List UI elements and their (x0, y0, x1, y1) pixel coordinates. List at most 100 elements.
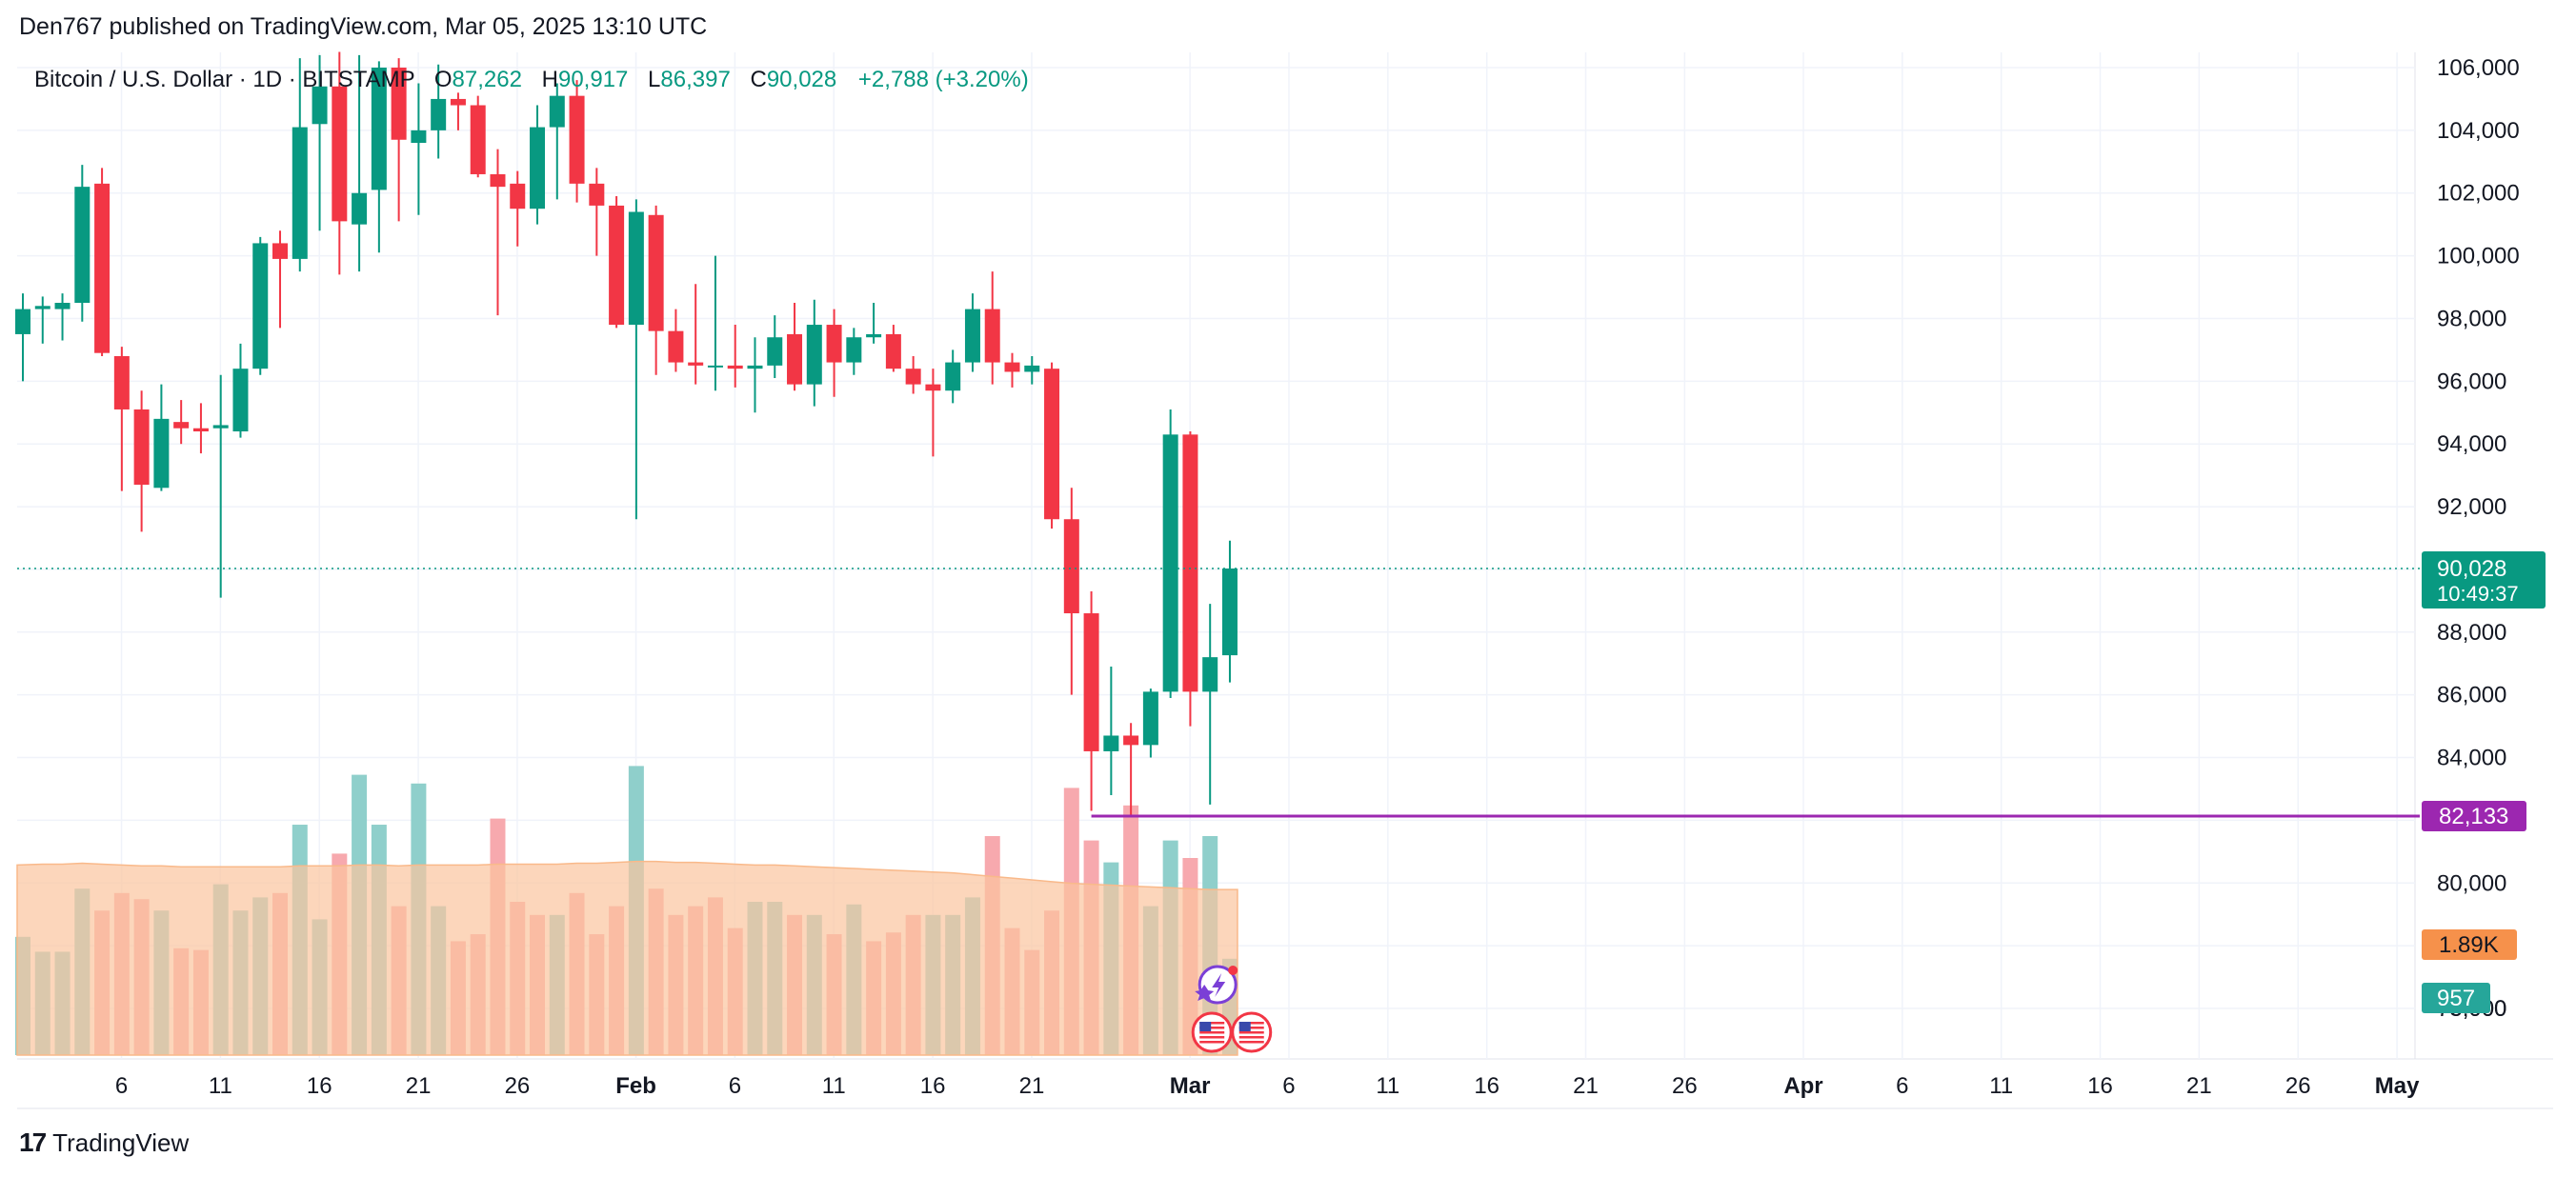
candle-body-up (411, 130, 427, 144)
candle-body-up (549, 95, 565, 128)
candle-body-up (153, 418, 170, 489)
time-tick-label: 11 (822, 1073, 846, 1099)
time-tick-label: 6 (1282, 1073, 1295, 1099)
flag-stripe (1238, 1022, 1264, 1025)
bolt-glyph-icon (1212, 973, 1226, 997)
volume-last-badge (2422, 983, 2490, 1013)
chart-overlays (17, 568, 2420, 818)
candle-body-up (54, 303, 70, 309)
brand-name: TradingView (52, 1127, 190, 1157)
candle-body-down (470, 105, 486, 174)
tradingview-brand[interactable]: 17 TradingView (19, 1127, 189, 1158)
candle-body-down (688, 362, 704, 366)
flag-canton (1199, 1022, 1212, 1031)
flag-stripe (1238, 1036, 1264, 1039)
price-axis: 106,000 104,000 102,000 100,000 98,000 96,000… (2422, 55, 2546, 1022)
candle-body-down (133, 409, 150, 486)
candle-body-up (34, 306, 50, 309)
volume-pane (15, 766, 1238, 1056)
symbol-title[interactable]: Bitcoin / U.S. Dollar · 1D · BITSTAMP (34, 67, 415, 92)
bar-countdown: 10:49:37 (2437, 582, 2519, 606)
high-label: H (541, 67, 558, 92)
candle-body-down (787, 333, 803, 385)
candle-body-down (668, 330, 684, 363)
candle-body-down (569, 95, 585, 184)
price-tick-label: 96,000 (2437, 369, 2506, 394)
close-value: 90,028 (766, 67, 837, 92)
candle-body-up (1202, 657, 1218, 692)
candle-body-down (192, 428, 209, 432)
price-tick-label: 98,000 (2437, 306, 2506, 331)
flag-stripe (1238, 1027, 1264, 1029)
candle-body-down (609, 205, 625, 326)
us-flag-event-icon[interactable] (1231, 1011, 1273, 1053)
time-tick-label: 11 (209, 1073, 232, 1099)
volume-last-value: 957 (2437, 986, 2475, 1011)
volume-ma-badge (2422, 929, 2517, 960)
candle-body-down (1063, 519, 1079, 614)
flag-canton (1238, 1022, 1251, 1031)
price-tick-label: 80,000 (2437, 870, 2506, 896)
time-tick-label: Mar (1170, 1073, 1211, 1099)
candle-body-up (1221, 569, 1238, 656)
candle-body-up (747, 365, 763, 369)
candle-body-up (945, 362, 961, 391)
time-tick-label: Feb (615, 1073, 656, 1099)
candle-body-up (1142, 691, 1158, 746)
candle-body-up (1103, 735, 1119, 751)
candle-body-down (905, 369, 921, 385)
time-tick-label: 21 (406, 1073, 432, 1099)
time-tick-label: Apr (1783, 1073, 1822, 1099)
candle-body-down (1123, 735, 1139, 746)
us-flag-event-icon[interactable] (1191, 1011, 1233, 1053)
time-tick-label: 16 (307, 1073, 332, 1099)
price-tick-label: 102,000 (2437, 181, 2520, 207)
tradingview-logo-icon: 17 (19, 1127, 47, 1157)
candle-body-up (252, 243, 269, 369)
flag-stripe (1199, 1031, 1225, 1034)
time-tick-label: 21 (1019, 1073, 1045, 1099)
price-tick-label: 92,000 (2437, 494, 2506, 520)
candle-body-down (925, 384, 941, 391)
time-tick-label: 6 (729, 1073, 741, 1099)
candle-body-up (707, 365, 723, 368)
volume-ma-value: 1.89K (2439, 932, 2499, 958)
candle-body-up (292, 127, 308, 259)
symbol-legend: Bitcoin / U.S. Dollar · 1D · BITSTAMP O8… (34, 67, 1029, 93)
time-tick-label: May (2375, 1073, 2420, 1099)
notification-dot-icon (1228, 966, 1238, 975)
flag-stripe (1199, 1036, 1225, 1039)
candle-body-up (212, 425, 229, 429)
time-tick-label: 6 (1896, 1073, 1908, 1099)
event-markers (1191, 965, 1273, 1053)
candle-body-down (391, 68, 407, 140)
high-value: 90,917 (557, 67, 629, 92)
candle-body-down (450, 98, 466, 106)
flag-stripe (1238, 1041, 1264, 1044)
candle-body-up (866, 333, 882, 338)
time-tick-label: 26 (505, 1073, 531, 1099)
open-label: O (433, 67, 453, 92)
price-tick-label: 106,000 (2437, 55, 2520, 81)
price-tick-label: 84,000 (2437, 746, 2506, 771)
flag-stripe (1199, 1022, 1225, 1025)
publisher-credit: Den767 published on TradingView.com, Mar… (19, 13, 708, 40)
flag-stripe (1238, 1031, 1264, 1034)
time-tick-label: 11 (1376, 1073, 1399, 1099)
last-price-value: 90,028 (2437, 556, 2506, 582)
flag-stripe (1199, 1027, 1225, 1029)
candle-body-up (431, 98, 447, 130)
time-tick-label: 21 (1573, 1073, 1599, 1099)
last-price-badge[interactable] (2422, 551, 2546, 609)
change-value: +2,788 (+3.20%) (857, 67, 1029, 92)
time-tick-label: 21 (2186, 1073, 2212, 1099)
flag-stripe (1199, 1041, 1225, 1044)
candle-body-up (1162, 434, 1178, 692)
candle-body-up (806, 325, 822, 385)
candle-body-up (628, 211, 644, 326)
candle-body-down (272, 243, 289, 259)
time-tick-label: 16 (1474, 1073, 1499, 1099)
volume-ma-area (16, 860, 1238, 1056)
time-tick-label: 11 (1989, 1073, 2013, 1099)
